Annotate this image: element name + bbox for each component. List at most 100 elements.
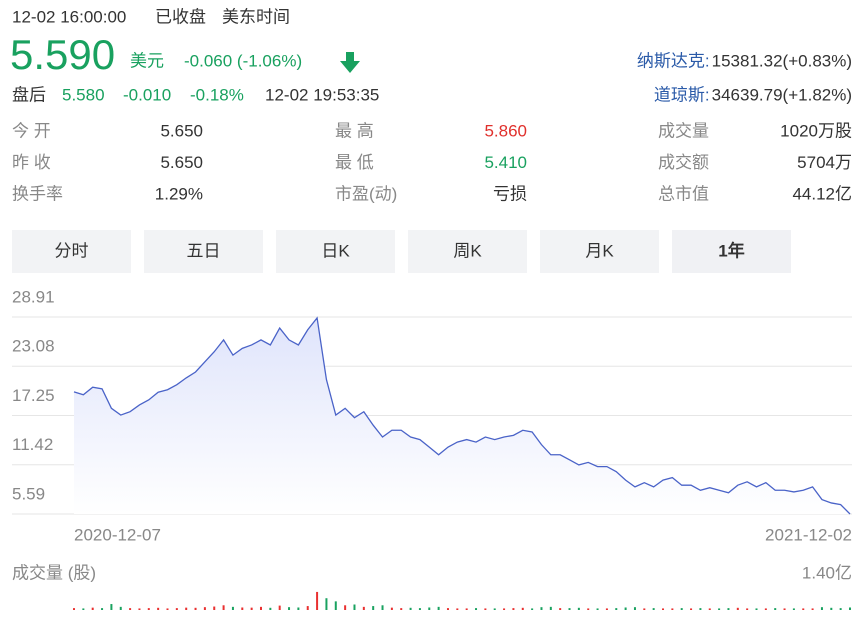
volume-bar: [203, 607, 206, 610]
price-line: [73, 316, 851, 515]
volume-bar: [316, 591, 319, 610]
tab[interactable]: [540, 230, 659, 273]
volume-bar: [157, 607, 160, 610]
volume-bar: [334, 601, 337, 610]
volume-bar: [428, 607, 431, 610]
volume-bar: [213, 606, 216, 610]
volume-tick-label: 1.40亿: [802, 563, 852, 582]
volume-bar: [446, 608, 449, 610]
after-hours-pct: -0.18%: [190, 85, 244, 104]
stat-label: 成交量: [658, 121, 709, 140]
stat-value: 亏损: [493, 184, 527, 203]
volume-bar: [166, 608, 169, 610]
volume-bar: [259, 606, 262, 610]
stat-label: 今 开: [12, 121, 51, 140]
dynamic: 15381.32(+0.83%)纳斯达克:34639.79(+1.82%)道琼斯…: [12, 51, 852, 610]
volume-bar: [231, 606, 234, 610]
volume-bar: [746, 608, 749, 610]
quote-time: 12-02 16:00:00: [12, 7, 126, 26]
tab-label[interactable]: 五日: [187, 241, 221, 260]
volume-bar: [820, 607, 823, 610]
area-fill: [74, 317, 850, 514]
stat-value: 5.650: [160, 121, 203, 140]
volume-bar: [549, 606, 552, 610]
volume-bar: [381, 605, 384, 610]
volume-bar: [465, 608, 468, 610]
index-value: 34639.79(+1.82%): [712, 85, 852, 104]
volume-bar: [839, 608, 842, 610]
down-arrow: [340, 52, 360, 73]
volume-bar: [278, 605, 281, 610]
volume-bar: [241, 607, 244, 610]
volume-bar: [596, 608, 599, 610]
stat-label: 昨 收: [12, 153, 51, 172]
after-hours-change: -0.010: [123, 85, 171, 104]
volume-bar: [353, 604, 356, 610]
y-tick-label: 28.91: [12, 287, 55, 306]
tab-label[interactable]: 分时: [55, 241, 89, 260]
tab[interactable]: [144, 230, 263, 273]
volume-bar: [503, 608, 506, 610]
stat-value: 5.410: [484, 153, 527, 172]
volume-bar: [736, 607, 739, 610]
volume-bar: [73, 608, 75, 610]
volume-bar: [110, 604, 113, 610]
volume-bar: [456, 608, 459, 610]
volume-bar: [400, 608, 403, 610]
volume-bar: [727, 608, 730, 610]
tab-label[interactable]: 日K: [321, 241, 350, 260]
volume-bar: [708, 608, 711, 610]
status: 已收盘: [155, 7, 206, 26]
volume-bar: [540, 607, 543, 610]
volume-bar: [437, 606, 440, 610]
volume-bar: [82, 608, 85, 610]
volume-bar: [774, 608, 777, 610]
y-tick-label: 17.25: [12, 386, 55, 405]
volume-bar: [577, 607, 580, 610]
stat-value: 5704万: [797, 153, 852, 172]
volume-bar: [699, 608, 702, 610]
volume-bar: [185, 607, 188, 610]
tab-label[interactable]: 周K: [453, 241, 482, 260]
tab[interactable]: [276, 230, 395, 273]
after-hours-price: 5.580: [62, 85, 105, 104]
volume-bar: [372, 606, 375, 610]
volume-bar: [306, 606, 309, 610]
volume-bar: [633, 607, 636, 610]
volume-bar: [390, 607, 393, 610]
y-tick-label: 5.59: [12, 484, 45, 503]
index-name: 道琼斯:: [654, 85, 710, 104]
change: -0.060 (-1.06%): [184, 51, 302, 70]
volume-bar: [830, 607, 833, 610]
volume-bar: [718, 608, 721, 610]
volume-bar: [362, 606, 365, 610]
y-tick-label: 23.08: [12, 337, 55, 356]
stat-label: 最 低: [335, 153, 374, 172]
tab-label[interactable]: 月K: [585, 241, 614, 260]
volume-bar: [671, 608, 674, 610]
volume-bar: [493, 608, 496, 610]
volume-title: 成交量 (股): [12, 563, 96, 582]
volume-bar: [297, 607, 300, 610]
stat-label: 最 高: [335, 121, 374, 140]
volume-bar: [418, 608, 421, 610]
volume-bar: [119, 606, 122, 610]
volume-bar: [849, 607, 851, 610]
volume-bar: [512, 608, 515, 610]
index-value: 15381.32(+0.83%): [712, 51, 852, 70]
timezone: 美东时间: [222, 7, 290, 26]
volume-bar: [587, 608, 590, 610]
tab-label[interactable]: 1年: [718, 240, 744, 260]
volume-bar: [288, 607, 291, 610]
tab[interactable]: [408, 230, 527, 273]
stat-label: 换手率: [12, 184, 63, 203]
volume-bar: [783, 608, 786, 610]
volume-bar: [222, 605, 225, 610]
stat-value: 44.12亿: [792, 184, 852, 203]
tab[interactable]: [672, 230, 791, 273]
volume-bar: [643, 608, 646, 610]
volume-bar: [792, 608, 795, 610]
volume-bar: [325, 598, 328, 610]
tab[interactable]: [12, 230, 131, 273]
